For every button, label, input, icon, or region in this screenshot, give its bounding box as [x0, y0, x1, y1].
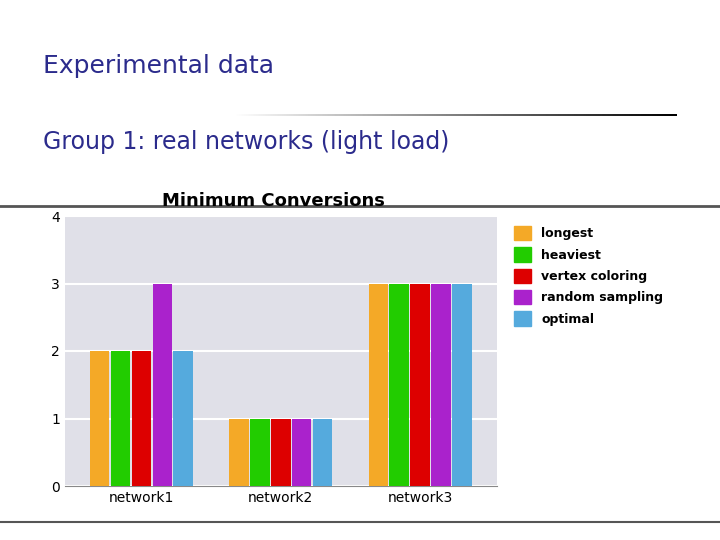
Text: Group 1: real networks (light load): Group 1: real networks (light load) [43, 130, 449, 153]
Bar [153, 284, 172, 486]
Bar [229, 418, 248, 486]
Bar [313, 418, 333, 486]
Bar [452, 284, 472, 486]
Legend: longest, heaviest, vertex coloring, random sampling, optimal: longest, heaviest, vertex coloring, rand… [510, 222, 667, 329]
Bar [390, 284, 409, 486]
Text: Minimum Conversions: Minimum Conversions [162, 192, 385, 210]
Bar [271, 418, 291, 486]
Bar [174, 351, 193, 486]
Bar [111, 351, 130, 486]
Bar [90, 351, 109, 486]
Bar [132, 351, 151, 486]
Bar [369, 284, 388, 486]
Bar [410, 284, 430, 486]
Text: Experimental data: Experimental data [43, 54, 274, 78]
Bar [431, 284, 451, 486]
Bar [250, 418, 270, 486]
Bar [292, 418, 312, 486]
